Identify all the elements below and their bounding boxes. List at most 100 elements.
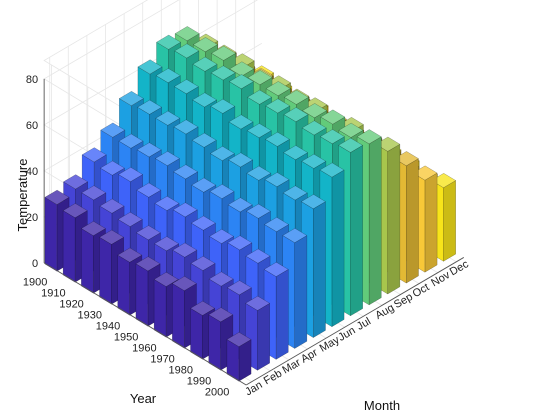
bar-face-top xyxy=(246,123,272,139)
bar-face-top xyxy=(283,145,309,161)
bar-face-top xyxy=(173,164,199,180)
bar-face-top xyxy=(63,174,89,190)
bar-face-top xyxy=(301,120,327,136)
bar-face-top xyxy=(247,70,273,86)
bar-face-top xyxy=(319,129,345,145)
bar-face-top xyxy=(264,172,290,188)
year-tick-label: 1990 xyxy=(187,375,211,387)
bar-face-top xyxy=(81,147,107,163)
bar-face-front xyxy=(350,144,363,317)
bar-face-side xyxy=(172,283,185,349)
bar-face-top xyxy=(137,59,163,75)
bar-face-front xyxy=(443,180,456,262)
bar-face-top xyxy=(135,256,161,272)
bar-face-top xyxy=(265,98,291,114)
bar-face-top xyxy=(174,43,200,59)
bar-face-top xyxy=(154,151,180,166)
bar-face-top xyxy=(155,110,181,126)
bar-face-top xyxy=(245,248,271,264)
year-tick-label: 2000 xyxy=(205,386,229,398)
bar-face-top xyxy=(209,184,235,199)
bar-face-side xyxy=(190,307,203,360)
bar-face-top xyxy=(191,177,217,193)
month-tick-label: Jun xyxy=(336,325,357,344)
bar-face-top xyxy=(99,160,125,176)
bar-face-top xyxy=(393,151,419,167)
bar-face-top xyxy=(209,228,235,244)
year-axis-line xyxy=(43,262,247,386)
z-tick-label: 60 xyxy=(26,120,38,132)
bar-Jan-2000 xyxy=(226,332,252,382)
bar-face-top xyxy=(282,185,308,201)
bar-face-top xyxy=(208,271,234,287)
bar-face-top xyxy=(192,92,218,108)
bar-face-top xyxy=(172,242,198,258)
bar-face-front xyxy=(275,268,289,360)
bar-face-top xyxy=(227,197,253,213)
year-tick-label: 1910 xyxy=(41,287,65,299)
bar-face-front xyxy=(424,172,438,273)
bar-Mar-2000 xyxy=(263,261,289,360)
bar-face-side xyxy=(62,210,76,283)
bar-face-top xyxy=(338,122,364,138)
bar-face-top xyxy=(228,152,254,168)
bar-face-top xyxy=(135,225,161,241)
bar-face-front xyxy=(294,235,308,349)
year-tick-label: 1940 xyxy=(96,320,120,332)
bar-face-top xyxy=(171,276,197,291)
month-tick-label: Sep xyxy=(392,291,415,311)
z-axis-label: Temperature xyxy=(15,159,30,232)
bar-face-side xyxy=(135,263,149,327)
bar-face-front xyxy=(406,158,419,284)
bar-face-top xyxy=(282,228,308,243)
bar-face-top xyxy=(319,162,345,178)
month-tick-label: Jul xyxy=(355,315,373,332)
bar-face-top xyxy=(412,165,438,181)
bar-face-top xyxy=(136,142,162,158)
bar-face-top xyxy=(226,332,252,347)
bar-face-top xyxy=(117,247,143,263)
bar-face-top xyxy=(100,122,126,138)
bar-face-top xyxy=(173,119,199,135)
month-tick-label: Oct xyxy=(411,281,432,300)
bar-face-top xyxy=(192,56,218,72)
bar-face-side xyxy=(99,236,112,305)
bar-face-top xyxy=(190,300,216,316)
bar-face-top xyxy=(172,202,198,218)
month-tick-label: Aug xyxy=(373,302,396,322)
z-tick-label: 40 xyxy=(26,166,38,178)
bar-face-top xyxy=(208,307,234,323)
bar-face-top xyxy=(211,45,237,61)
bar-face-top xyxy=(301,153,327,169)
bar-face-top xyxy=(338,137,364,153)
bar-face-top xyxy=(210,98,236,114)
bar-face-top xyxy=(229,61,255,77)
month-tick-label: Mar xyxy=(280,356,303,376)
bar-face-top xyxy=(227,235,253,251)
bar-face-top xyxy=(44,189,70,205)
bar-face-top xyxy=(156,34,182,50)
bar-face-top xyxy=(62,203,88,219)
y-axis-label: Year xyxy=(130,391,157,406)
year-tick-label: 1960 xyxy=(132,342,156,354)
bar-face-top xyxy=(302,103,328,119)
bar-face-top xyxy=(118,91,144,106)
bar-face-top xyxy=(174,26,200,42)
bar-face-top xyxy=(209,146,235,161)
bar-face-top xyxy=(117,211,143,227)
bar-face-top xyxy=(155,68,181,84)
year-tick-label: 1950 xyxy=(114,331,138,343)
bar-face-top xyxy=(356,129,382,145)
x-axis-label: Month xyxy=(364,398,400,413)
bar-face-top xyxy=(190,255,216,271)
bar-face-top xyxy=(320,109,346,125)
bar-face-top xyxy=(264,131,290,147)
bar-face-top xyxy=(118,167,144,182)
bar-face-front xyxy=(387,143,401,295)
z-tick-label: 80 xyxy=(26,74,38,86)
year-tick-label: 1900 xyxy=(23,276,47,288)
z-tick-label: 0 xyxy=(32,258,38,270)
month-tick-label: Dec xyxy=(448,258,471,278)
bar-face-top xyxy=(228,114,254,130)
